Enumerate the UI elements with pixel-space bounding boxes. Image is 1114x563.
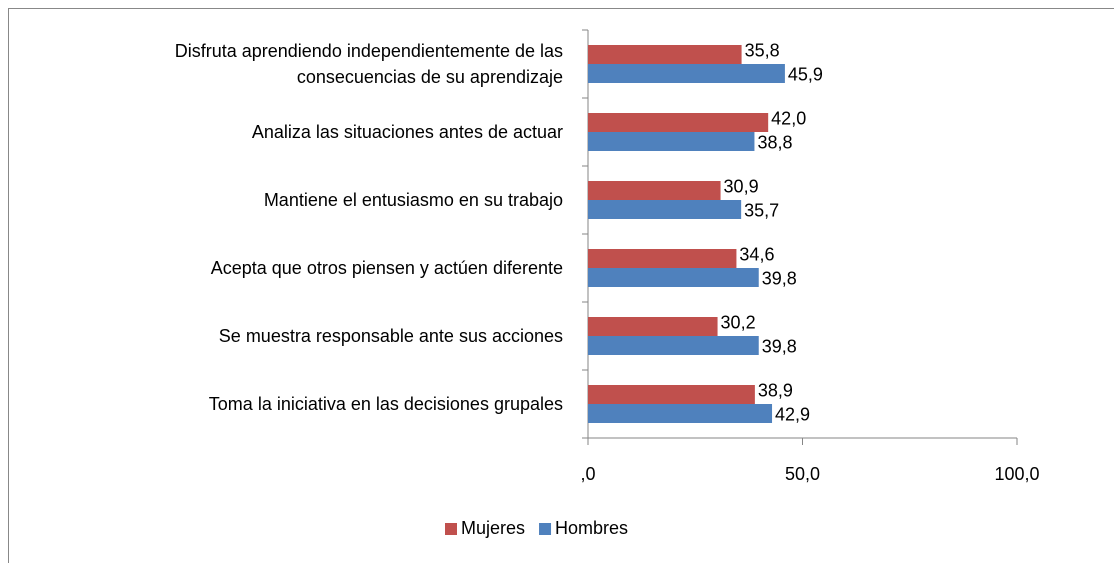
bar bbox=[588, 404, 773, 423]
bar bbox=[588, 200, 742, 219]
legend-swatch bbox=[445, 523, 457, 535]
bar bbox=[588, 113, 769, 132]
bar bbox=[588, 336, 759, 355]
data-label: 34,6 bbox=[739, 244, 774, 264]
category-label: Analiza las situaciones antes de actuar bbox=[251, 122, 563, 142]
bar bbox=[588, 45, 742, 64]
x-tick-label: ,0 bbox=[580, 464, 595, 484]
category-label: Acepta que otros piensen y actúen difere… bbox=[210, 258, 563, 278]
bar bbox=[588, 385, 755, 404]
data-label: 35,8 bbox=[745, 40, 780, 60]
data-label: 30,2 bbox=[721, 312, 756, 332]
x-tick-label: 100,0 bbox=[994, 464, 1039, 484]
legend-label: Mujeres bbox=[461, 518, 525, 538]
bar bbox=[588, 181, 721, 200]
legend-label: Hombres bbox=[555, 518, 628, 538]
category-label: Disfruta aprendiendo independientemente … bbox=[174, 41, 563, 87]
data-label: 38,8 bbox=[757, 132, 792, 152]
legend-swatch bbox=[539, 523, 552, 535]
category-label: Se muestra responsable ante sus acciones bbox=[218, 326, 563, 346]
category-label: Toma la iniciativa en las decisiones gru… bbox=[208, 394, 563, 414]
data-label: 35,7 bbox=[744, 200, 779, 220]
data-label: 39,8 bbox=[762, 268, 797, 288]
bar bbox=[588, 317, 718, 336]
data-label: 42,9 bbox=[775, 404, 810, 424]
bar bbox=[588, 132, 755, 151]
data-label: 30,9 bbox=[724, 176, 759, 196]
chart-frame bbox=[8, 8, 1114, 563]
bar bbox=[588, 268, 759, 287]
bar bbox=[588, 249, 737, 268]
data-label: 39,8 bbox=[762, 336, 797, 356]
bar bbox=[588, 64, 785, 83]
data-label: 38,9 bbox=[758, 380, 793, 400]
data-label: 42,0 bbox=[771, 108, 806, 128]
x-tick-label: 50,0 bbox=[785, 464, 820, 484]
category-label: Mantiene el entusiasmo en su trabajo bbox=[263, 190, 563, 210]
data-label: 45,9 bbox=[788, 64, 823, 84]
